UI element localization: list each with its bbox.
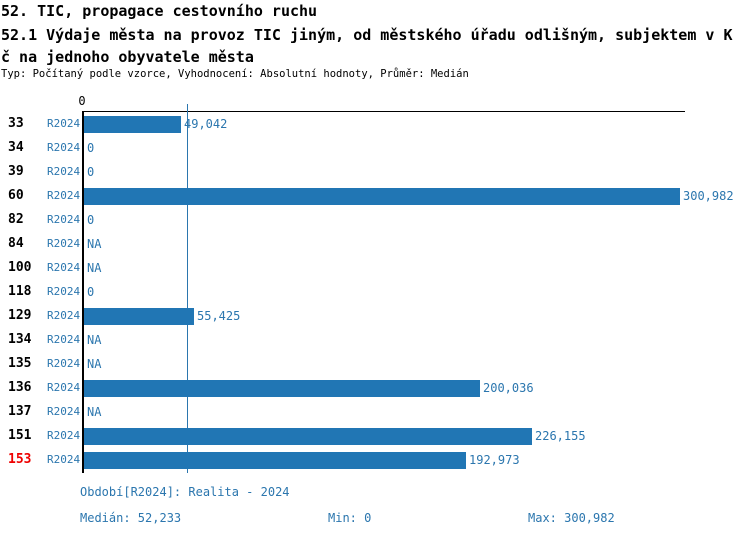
row-value-label: 300,982 (683, 189, 734, 203)
chart-meta-info: Typ: Počítaný podle vzorce, Vyhodnocení:… (1, 68, 469, 80)
row-value-label: 226,155 (535, 429, 586, 443)
row-period-label: R2024 (47, 333, 81, 346)
row-period-label: R2024 (47, 429, 81, 442)
value-bar (84, 188, 680, 205)
value-bar (84, 428, 532, 445)
median-stat-label: Medián: 52,233 (80, 511, 182, 525)
row-period-label: R2024 (47, 141, 81, 154)
row-category-label: 118 (8, 284, 32, 299)
row-category-label: 136 (8, 380, 32, 395)
row-category-label: 84 (8, 236, 24, 251)
median-reference-line (187, 104, 188, 473)
row-category-label: 60 (8, 188, 24, 203)
row-value-label: 0 (87, 285, 95, 299)
chart-row: 135 R2024 NA (0, 352, 750, 376)
row-category-label: 137 (8, 404, 32, 419)
row-period-label: R2024 (47, 165, 81, 178)
chart-row: 60 R2024 300,982 (0, 184, 750, 208)
row-category-label: 135 (8, 356, 32, 371)
value-bar (84, 380, 480, 397)
row-period-label: R2024 (47, 237, 81, 250)
y-axis-line (82, 111, 84, 473)
row-value-label: NA (87, 237, 102, 251)
chart-subtitle-line-1: 52.1 Výdaje města na provoz TIC jiným, o… (1, 26, 733, 44)
chart-row: 82 R2024 0 (0, 208, 750, 232)
min-stat-label: Min: 0 (328, 511, 372, 525)
row-category-label: 82 (8, 212, 24, 227)
chart-row: 100 R2024 NA (0, 256, 750, 280)
row-category-label: 100 (8, 260, 32, 275)
row-value-label: NA (87, 357, 102, 371)
row-period-label: R2024 (47, 453, 81, 466)
row-value-label: NA (87, 261, 102, 275)
row-period-label: R2024 (47, 213, 81, 226)
chart-row: 153 R2024 192,973 (0, 448, 750, 472)
row-category-label: 153 (8, 452, 32, 467)
row-category-label: 151 (8, 428, 32, 443)
chart-row: 134 R2024 NA (0, 328, 750, 352)
chart-row: 136 R2024 200,036 (0, 376, 750, 400)
row-category-label: 33 (8, 116, 24, 131)
value-bar (84, 452, 466, 469)
row-value-label: NA (87, 405, 102, 419)
row-period-label: R2024 (47, 405, 81, 418)
row-value-label: NA (87, 333, 102, 347)
row-period-label: R2024 (47, 117, 81, 130)
period-legend-label: Období[R2024]: Realita - 2024 (80, 485, 290, 499)
chart-row: 129 R2024 55,425 (0, 304, 750, 328)
row-category-label: 39 (8, 164, 24, 179)
chart-row: 39 R2024 0 (0, 160, 750, 184)
row-value-label: 0 (87, 213, 95, 227)
chart-row: 151 R2024 226,155 (0, 424, 750, 448)
chart-row: 33 R2024 49,042 (0, 112, 750, 136)
page-title: 52. TIC, propagace cestovního ruchu (1, 2, 318, 20)
row-period-label: R2024 (47, 381, 81, 394)
chart-row: 34 R2024 0 (0, 136, 750, 160)
row-period-label: R2024 (47, 357, 81, 370)
chart-subtitle-line-2: č na jednoho obyvatele města (1, 48, 254, 66)
row-value-label: 0 (87, 165, 95, 179)
value-bar (84, 308, 194, 325)
row-category-label: 129 (8, 308, 32, 323)
chart-row: 118 R2024 0 (0, 280, 750, 304)
row-period-label: R2024 (47, 309, 81, 322)
chart-row: 84 R2024 NA (0, 232, 750, 256)
chart-subtitle: 52.1 Výdaje města na provoz TIC jiným, o… (1, 24, 733, 68)
row-value-label: 49,042 (184, 117, 228, 131)
row-value-label: 55,425 (197, 309, 241, 323)
row-period-label: R2024 (47, 261, 81, 274)
row-category-label: 134 (8, 332, 32, 347)
axis-zero-tick-label: 0 (78, 94, 86, 108)
row-value-label: 192,973 (469, 453, 520, 467)
row-value-label: 0 (87, 141, 95, 155)
row-period-label: R2024 (47, 285, 81, 298)
row-value-label: 200,036 (483, 381, 534, 395)
row-period-label: R2024 (47, 189, 81, 202)
chart-row: 137 R2024 NA (0, 400, 750, 424)
x-axis-line (82, 111, 685, 112)
row-category-label: 34 (8, 140, 24, 155)
max-stat-label: Max: 300,982 (528, 511, 615, 525)
value-bar (84, 116, 181, 133)
